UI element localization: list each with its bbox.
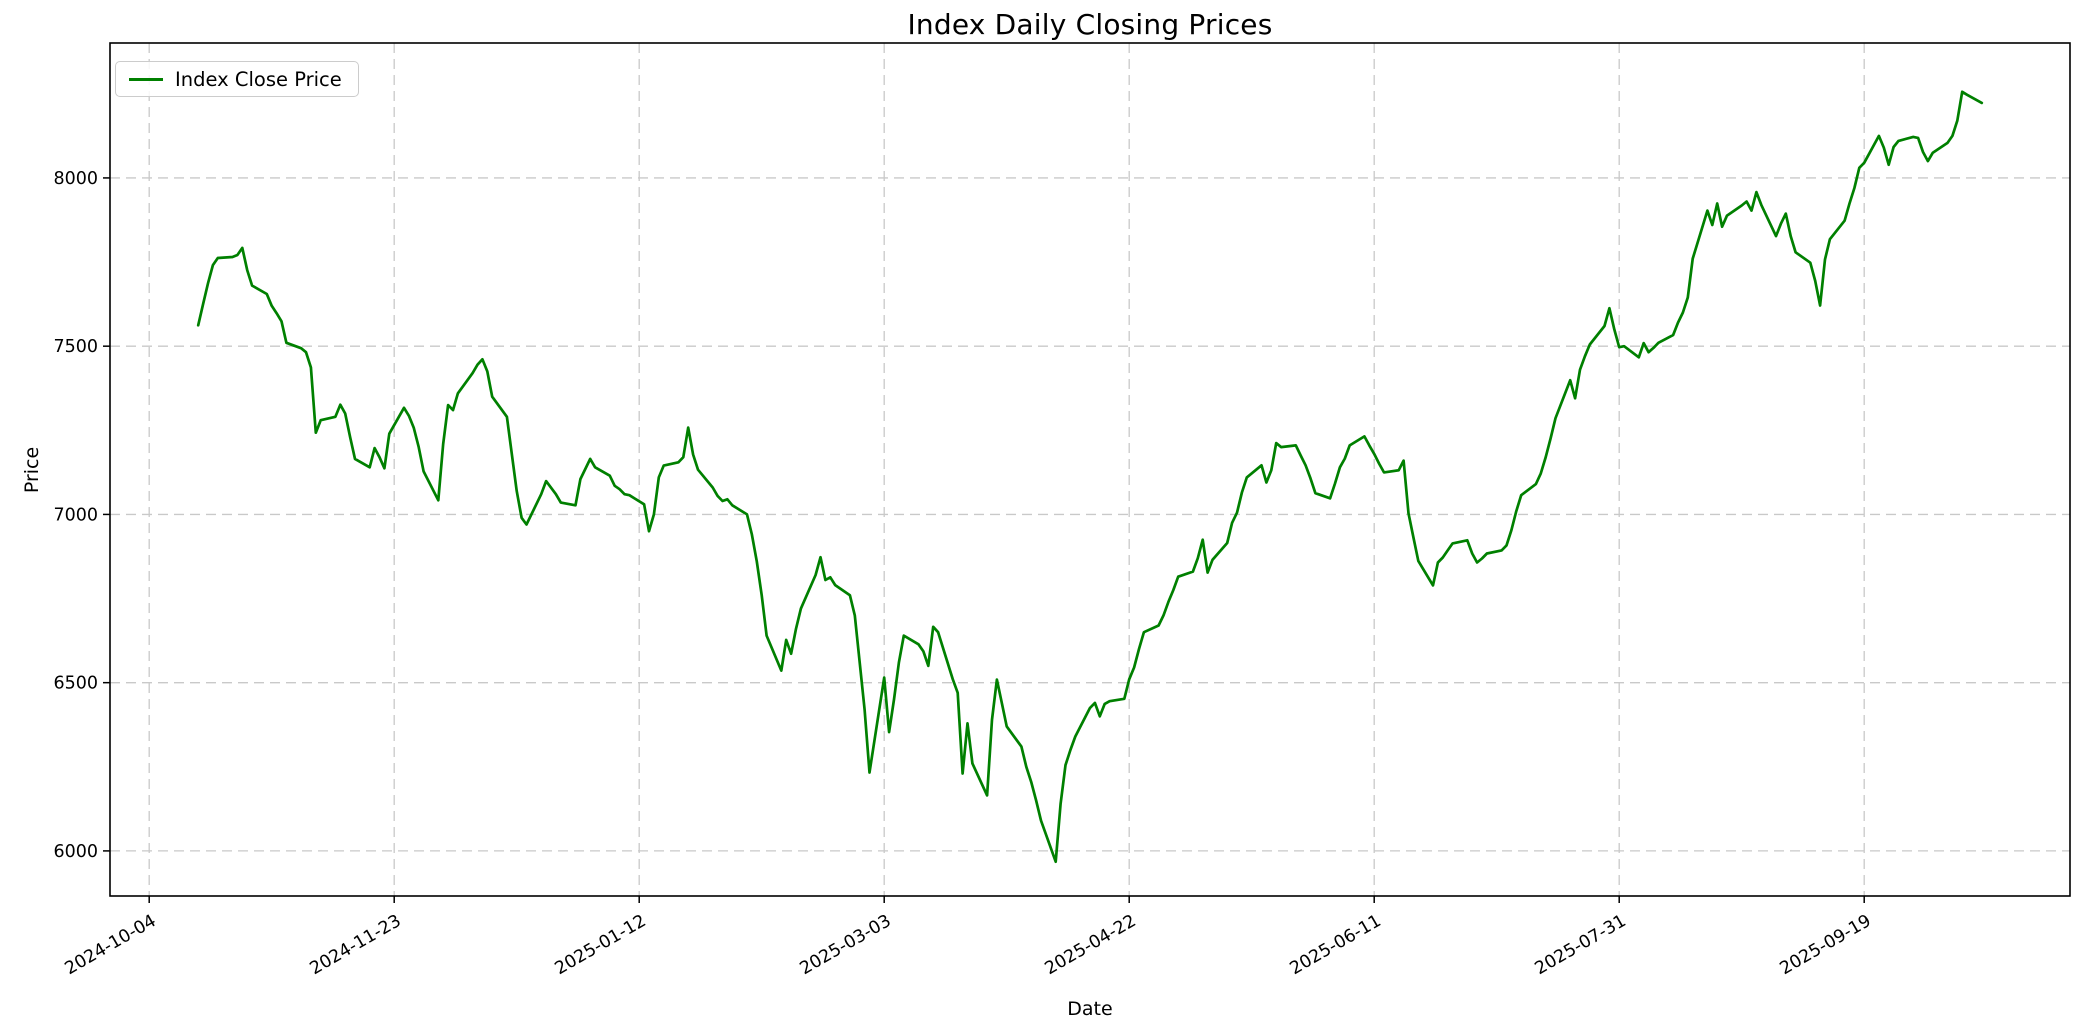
y-axis-label: Price (21, 446, 43, 494)
chart-title: Index Daily Closing Prices (907, 8, 1273, 41)
y-tick-label: 7000 (53, 505, 98, 525)
x-tick-label: 2025-09-19 (1777, 911, 1875, 979)
legend-line-swatch (129, 77, 163, 81)
x-tick-label: 2025-03-03 (797, 911, 895, 979)
y-tick-label: 7500 (53, 337, 98, 357)
x-tick-label: 2024-11-23 (307, 911, 405, 979)
x-tick-label: 2025-01-12 (552, 911, 650, 979)
plot-spines (109, 42, 2071, 897)
y-tick-label: 6500 (53, 674, 98, 694)
x-tick-label: 2025-04-22 (1042, 911, 1140, 979)
y-tick-label: 8000 (53, 169, 98, 189)
y-tick-label: 6000 (53, 842, 98, 862)
price-line-series (196, 90, 1984, 864)
x-tick-label: 2024-10-04 (62, 911, 160, 979)
x-tick-label: 2025-06-11 (1287, 911, 1385, 979)
x-axis-label: Date (1067, 998, 1113, 1020)
x-tick-label: 2025-07-31 (1532, 911, 1630, 979)
legend-box: Index Close Price (115, 61, 359, 97)
legend-label: Index Close Price (175, 67, 342, 91)
